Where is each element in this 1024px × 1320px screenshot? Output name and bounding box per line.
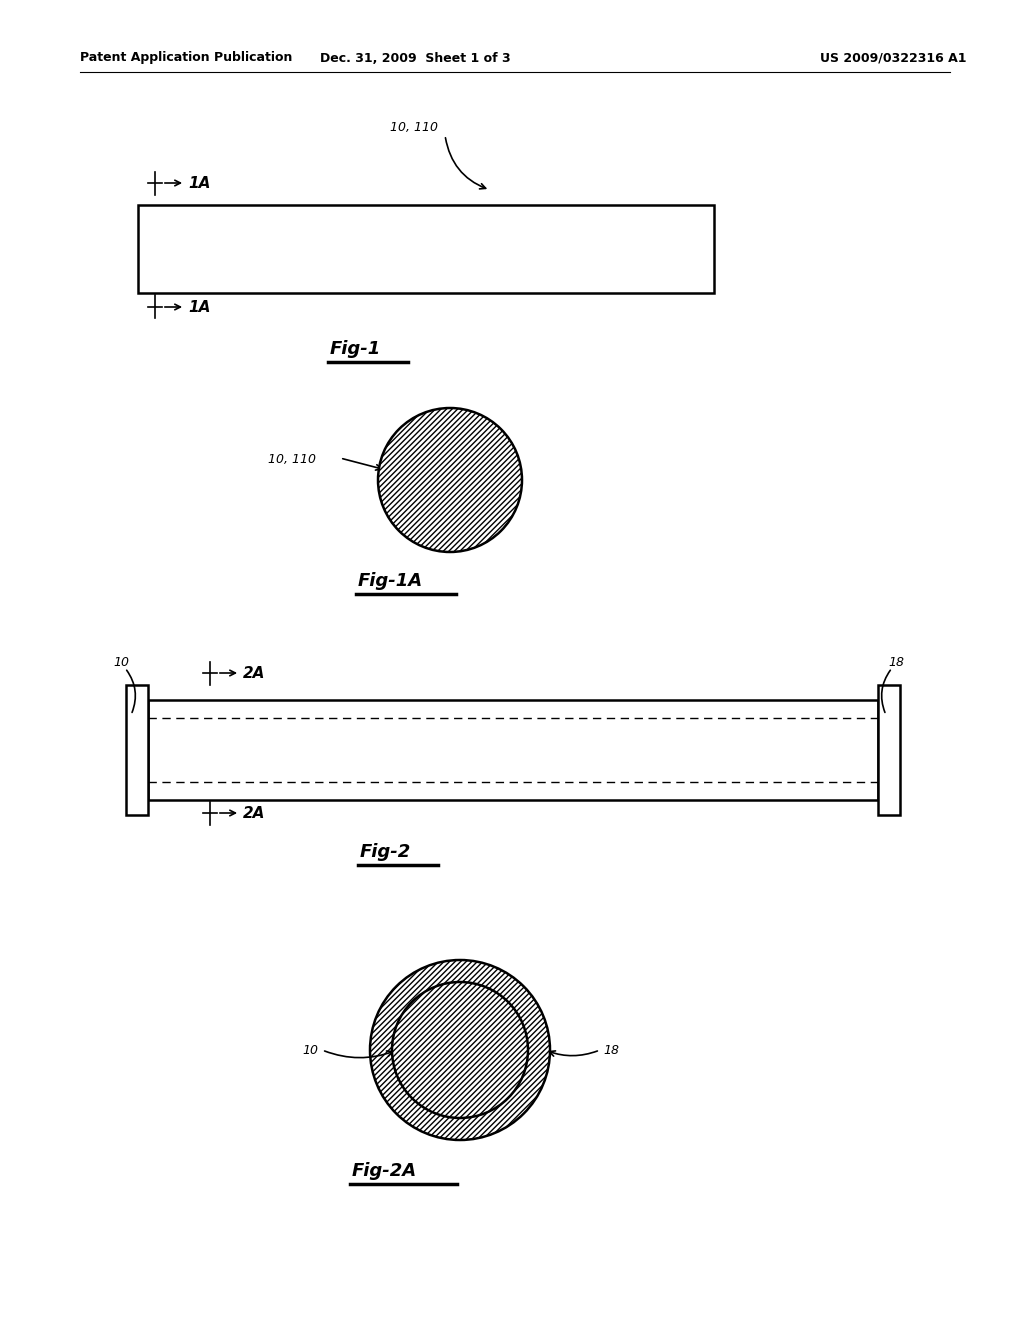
Text: 2A: 2A — [243, 805, 265, 821]
Text: Fig-2: Fig-2 — [360, 843, 412, 861]
Text: 10: 10 — [302, 1044, 318, 1056]
Text: Patent Application Publication: Patent Application Publication — [80, 51, 293, 65]
Text: 18: 18 — [888, 656, 904, 668]
Bar — [138, 205, 714, 293]
Text: 10: 10 — [113, 656, 129, 668]
Text: 1A: 1A — [188, 176, 210, 190]
Text: 2A: 2A — [243, 665, 265, 681]
Text: US 2009/0322316 A1: US 2009/0322316 A1 — [820, 51, 967, 65]
Text: 1A: 1A — [188, 300, 210, 314]
Text: Fig-1: Fig-1 — [330, 341, 381, 358]
Bar — [126, 685, 148, 814]
Text: Fig-2A: Fig-2A — [352, 1162, 417, 1180]
Circle shape — [378, 408, 522, 552]
Circle shape — [392, 982, 528, 1118]
Text: 10, 110: 10, 110 — [268, 454, 316, 466]
Text: Dec. 31, 2009  Sheet 1 of 3: Dec. 31, 2009 Sheet 1 of 3 — [319, 51, 510, 65]
Text: Fig-1A: Fig-1A — [358, 572, 423, 590]
Bar — [878, 685, 900, 814]
Text: 18: 18 — [603, 1044, 618, 1056]
Text: 10, 110: 10, 110 — [390, 120, 438, 133]
Circle shape — [370, 960, 550, 1140]
Bar — [148, 700, 878, 800]
